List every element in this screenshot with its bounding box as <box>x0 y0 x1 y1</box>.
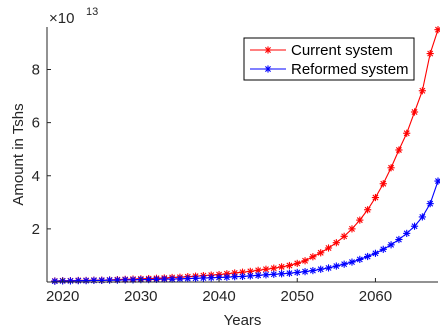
data-point-reformed-system-2034 <box>168 275 176 283</box>
data-point-reformed-system-2044 <box>246 272 254 280</box>
legend-marker-reformed-system <box>264 65 272 73</box>
y-axis-multiplier: ×10 13 <box>49 6 98 27</box>
data-point-reformed-system-2065 <box>410 222 419 230</box>
data-point-reformed-system-2057 <box>348 258 356 266</box>
legend-label-reformed-system: Reformed system <box>291 61 409 78</box>
data-point-current-system-2056 <box>340 232 348 240</box>
x-axis-label: Years <box>224 312 262 328</box>
data-point-reformed-system-2060 <box>371 249 380 257</box>
data-point-reformed-system-2056 <box>340 260 348 268</box>
data-point-current-system-2050 <box>293 259 301 268</box>
data-point-current-system-2067 <box>426 49 434 58</box>
data-point-reformed-system-2045 <box>254 271 262 279</box>
data-point-reformed-system-2066 <box>418 213 426 221</box>
data-point-reformed-system-2055 <box>332 262 340 270</box>
data-point-reformed-system-2067 <box>426 200 434 208</box>
x-axis-ticks: 2020 2030 2040 2050 2060 <box>46 278 392 305</box>
data-point-current-system-2049 <box>285 261 294 270</box>
data-point-reformed-system-2031 <box>145 276 153 284</box>
data-point-current-system-2045 <box>254 266 262 274</box>
data-point-reformed-system-2054 <box>324 264 333 272</box>
legend-marker-current-system <box>264 46 272 54</box>
data-point-reformed-system-2050 <box>293 268 301 277</box>
data-point-reformed-system-2062 <box>387 241 395 249</box>
data-point-reformed-system-2022 <box>74 277 82 285</box>
data-point-current-system-2057 <box>348 225 356 233</box>
data-point-reformed-system-2036 <box>184 274 192 283</box>
data-point-current-system-2048 <box>278 263 286 271</box>
data-point-reformed-system-2049 <box>285 269 294 277</box>
data-point-reformed-system-2051 <box>301 268 309 276</box>
data-point-reformed-system-2058 <box>356 255 364 264</box>
y-tick-label-2: 2 <box>32 221 40 238</box>
data-point-reformed-system-2037 <box>191 274 200 282</box>
y-tick-label-4: 4 <box>32 168 40 185</box>
data-point-current-system-2054 <box>324 244 333 252</box>
y-multiplier-base: ×10 <box>49 10 74 27</box>
legend-asterisk-1 <box>264 65 272 73</box>
data-point-reformed-system-2052 <box>309 266 317 275</box>
data-point-reformed-system-2033 <box>160 275 168 283</box>
data-point-current-system-2061 <box>379 180 387 188</box>
data-point-reformed-system-2043 <box>238 272 247 281</box>
data-point-current-system-2051 <box>301 257 309 265</box>
data-point-reformed-system-2026 <box>105 276 114 284</box>
x-tick-label-2040: 2040 <box>202 288 235 305</box>
data-point-reformed-system-2021 <box>66 277 75 285</box>
data-point-reformed-system-2035 <box>176 275 184 283</box>
data-point-reformed-system-2025 <box>98 276 106 285</box>
x-tick-label-2020: 2020 <box>46 288 79 305</box>
data-point-reformed-system-2024 <box>90 276 98 285</box>
data-point-reformed-system-2061 <box>379 245 387 253</box>
data-point-current-system-2066 <box>418 87 426 95</box>
y-axis-ticks: 2 4 6 8 <box>32 62 51 238</box>
data-point-current-system-2065 <box>410 108 419 116</box>
data-point-reformed-system-2027 <box>113 276 121 284</box>
data-point-current-system-2047 <box>270 264 278 272</box>
legend-asterisk-0 <box>264 46 272 54</box>
data-point-reformed-system-2059 <box>364 252 372 261</box>
x-tick-label-2050: 2050 <box>281 288 314 305</box>
data-point-current-system-2064 <box>403 129 411 137</box>
legend-entry-current-system: Current system <box>250 42 393 59</box>
data-point-reformed-system-2038 <box>199 274 207 282</box>
data-point-current-system-2043 <box>238 268 247 276</box>
legend-entry-reformed-system: Reformed system <box>250 61 409 78</box>
data-point-current-system-2058 <box>356 216 364 224</box>
data-point-current-system-2063 <box>395 146 403 154</box>
data-point-reformed-system-2041 <box>223 273 231 281</box>
x-tick-label-2060: 2060 <box>359 288 392 305</box>
data-point-reformed-system-2032 <box>152 275 161 283</box>
data-point-reformed-system-2048 <box>278 270 286 278</box>
y-multiplier-exponent: 13 <box>86 6 98 18</box>
x-tick-label-2030: 2030 <box>124 288 157 305</box>
data-point-current-system-2052 <box>309 253 317 261</box>
data-point-reformed-system-2019 <box>51 277 59 285</box>
y-tick-label-6: 6 <box>32 115 40 132</box>
data-point-reformed-system-2042 <box>231 273 239 281</box>
data-point-reformed-system-2039 <box>207 274 215 282</box>
data-point-current-system-2053 <box>317 249 325 257</box>
y-axis-label: Amount in Tshs <box>10 103 27 205</box>
data-point-current-system-2059 <box>364 206 372 214</box>
legend: Current system Reformed system <box>243 37 415 81</box>
data-point-reformed-system-2023 <box>82 277 90 285</box>
legend-box <box>243 37 415 81</box>
data-point-reformed-system-2063 <box>395 235 403 244</box>
data-point-current-system-2060 <box>371 193 380 202</box>
y-tick-label-8: 8 <box>32 62 40 79</box>
data-point-current-system-2055 <box>332 239 340 247</box>
data-point-reformed-system-2064 <box>403 229 411 237</box>
data-point-reformed-system-2046 <box>262 271 270 279</box>
data-point-reformed-system-2047 <box>270 270 278 278</box>
data-point-current-system-2062 <box>387 164 395 172</box>
data-point-reformed-system-2053 <box>317 265 325 273</box>
legend-label-current-system: Current system <box>291 42 393 59</box>
